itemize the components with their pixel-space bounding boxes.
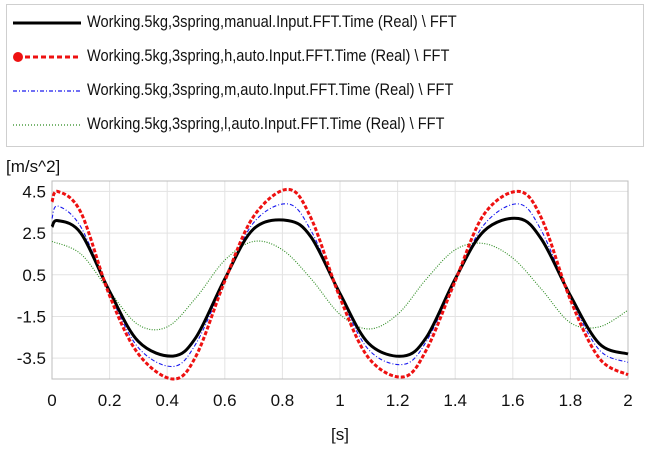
legend-item-manual: Working.5kg,3spring,manual.Input.FFT.Tim…: [7, 9, 627, 37]
chart-legend: Working.5kg,3spring,manual.Input.FFT.Tim…: [6, 4, 644, 147]
x-tick-label: 0.2: [98, 391, 122, 410]
legend-label-m-auto: Working.5kg,3spring,m,auto.Input.FFT.Tim…: [87, 80, 454, 99]
y-tick-label: -1.5: [17, 307, 46, 326]
legend-item-m-auto: Working.5kg,3spring,m,auto.Input.FFT.Tim…: [7, 77, 627, 105]
x-tick-label: 0.4: [155, 391, 179, 410]
legend-swatch-l-auto: [13, 124, 81, 126]
x-axis-ticks: 0 0.2 0.4 0.6 0.8 1 1.2 1.4 1.6 1.8 2: [47, 391, 632, 410]
chart-grid: [51, 181, 629, 379]
plot-frame: [51, 180, 629, 380]
chart-series: [50, 187, 629, 381]
x-tick-label: 2: [623, 391, 632, 410]
legend-label-manual: Working.5kg,3spring,manual.Input.FFT.Tim…: [87, 12, 457, 31]
x-tick-label: 0: [47, 391, 56, 410]
x-tick-label: 1.2: [386, 391, 410, 410]
line-chart: 4.5 2.5 0.5 -1.5 -3.5 0 0.2 0.4 0.6 0.8 1 1.2 1.4 1.…: [6, 157, 633, 444]
legend-swatch-m-auto: [13, 90, 81, 92]
x-tick-label: 1.4: [443, 391, 467, 410]
legend-label-l-auto: Working.5kg,3spring,l,auto.Input.FFT.Tim…: [87, 114, 445, 133]
legend-label-h-auto: Working.5kg,3spring,h,auto.Input.FFT.Tim…: [87, 46, 450, 65]
legend-swatch-manual: [13, 21, 81, 25]
x-tick-label: 0.6: [213, 391, 237, 410]
x-tick-label: 1: [335, 391, 344, 410]
legend-item-h-auto: Working.5kg,3spring,h,auto.Input.FFT.Tim…: [7, 43, 627, 71]
y-tick-label: -3.5: [17, 349, 46, 368]
y-tick-label: 4.5: [22, 182, 46, 201]
y-tick-label: 2.5: [22, 224, 46, 243]
legend-swatch-h-auto: [13, 52, 81, 62]
y-axis-title: [m/s^2]: [6, 157, 60, 176]
y-axis-ticks: 4.5 2.5 0.5 -1.5 -3.5: [17, 182, 46, 368]
x-tick-label: 0.8: [271, 391, 295, 410]
x-tick-label: 1.6: [501, 391, 525, 410]
x-axis-title: [s]: [331, 425, 349, 444]
series-line-1: [50, 187, 629, 381]
y-tick-label: 0.5: [22, 266, 46, 285]
x-tick-label: 1.8: [559, 391, 583, 410]
series-line-0: [50, 216, 629, 358]
legend-item-l-auto: Working.5kg,3spring,l,auto.Input.FFT.Tim…: [7, 111, 627, 139]
